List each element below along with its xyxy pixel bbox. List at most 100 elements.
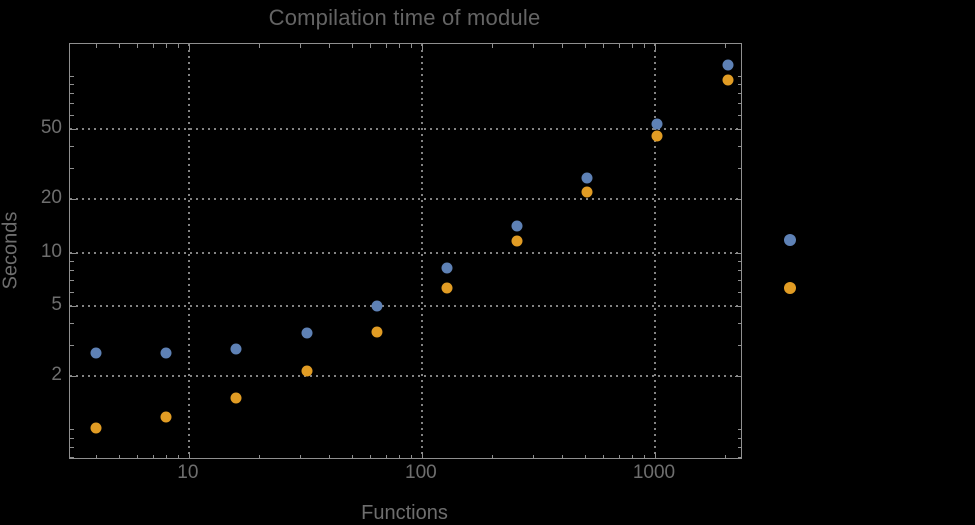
- x-tick: [385, 44, 387, 48]
- x-tick: [492, 44, 494, 48]
- y-gridline: [70, 375, 741, 378]
- y-tick: [70, 103, 74, 105]
- data-point-series-blue: [511, 220, 523, 232]
- data-point-series-blue: [301, 327, 313, 339]
- x-tick: [644, 454, 646, 458]
- data-point-series-blue: [371, 300, 383, 312]
- y-tick: [737, 446, 741, 448]
- x-tick: [421, 44, 423, 50]
- y-tick: [737, 75, 741, 77]
- y-tick: [735, 376, 741, 378]
- y-tick: [735, 305, 741, 307]
- data-point-series-orange: [581, 186, 593, 198]
- y-tick: [70, 322, 74, 324]
- data-point-series-blue: [160, 347, 172, 359]
- x-tick: [725, 44, 727, 48]
- x-tick: [603, 44, 605, 48]
- y-tick: [737, 168, 741, 170]
- y-tick: [70, 456, 74, 458]
- data-point-series-blue: [581, 172, 593, 184]
- data-point-series-orange: [511, 235, 523, 246]
- y-tick: [737, 322, 741, 324]
- x-tick: [632, 44, 634, 48]
- y-tick: [70, 146, 74, 148]
- x-tick: [152, 44, 154, 48]
- y-gridline: [70, 127, 741, 130]
- y-tick: [70, 128, 76, 130]
- y-tick: [737, 429, 741, 431]
- x-tick: [654, 44, 656, 50]
- y-tick: [735, 199, 741, 201]
- data-point-series-blue: [90, 347, 102, 359]
- x-tick: [351, 454, 353, 458]
- data-point-series-blue: [651, 118, 663, 130]
- x-tick: [351, 44, 353, 48]
- y-tick: [737, 437, 741, 439]
- y-tick: [70, 291, 74, 293]
- y-tick-label: 10: [40, 240, 62, 262]
- y-tick-label: 50: [40, 116, 62, 138]
- x-tick: [562, 454, 564, 458]
- y-tick: [70, 75, 74, 77]
- y-tick: [737, 260, 741, 262]
- x-tick: [178, 454, 180, 458]
- x-axis-label: Functions: [361, 502, 448, 524]
- x-tick: [411, 44, 413, 48]
- x-tick: [329, 44, 331, 48]
- x-tick: [725, 454, 727, 458]
- x-gridline: [653, 44, 656, 458]
- x-tick: [603, 454, 605, 458]
- y-tick: [70, 199, 76, 201]
- data-point-series-blue: [441, 262, 453, 274]
- y-tick: [737, 345, 741, 347]
- x-gridline: [187, 44, 190, 458]
- legend-marker: [784, 234, 796, 246]
- x-tick: [188, 44, 190, 50]
- x-tick: [399, 454, 401, 458]
- y-tick: [70, 376, 76, 378]
- y-tick: [70, 114, 74, 116]
- x-tick: [618, 44, 620, 48]
- data-point-series-orange: [230, 392, 242, 404]
- y-tick: [70, 260, 74, 262]
- y-tick: [735, 128, 741, 130]
- x-tick: [654, 452, 656, 458]
- y-tick: [70, 83, 74, 85]
- x-tick: [166, 44, 168, 48]
- y-tick: [70, 92, 74, 94]
- x-tick: [385, 454, 387, 458]
- x-tick: [137, 44, 139, 48]
- y-tick: [70, 168, 74, 170]
- chart-title: Compilation time of module: [268, 5, 541, 30]
- x-tick: [300, 44, 302, 48]
- x-gridline: [420, 44, 423, 458]
- x-tick: [329, 454, 331, 458]
- x-tick: [421, 452, 423, 458]
- data-point-series-orange: [371, 326, 383, 338]
- y-tick: [735, 252, 741, 254]
- data-point-series-orange: [651, 130, 663, 142]
- y-tick: [737, 291, 741, 293]
- x-tick: [533, 454, 535, 458]
- y-tick: [70, 345, 74, 347]
- y-tick: [70, 252, 76, 254]
- x-tick: [118, 454, 120, 458]
- y-gridline: [70, 251, 741, 254]
- x-tick: [644, 44, 646, 48]
- y-tick: [737, 456, 741, 458]
- x-tick: [188, 452, 190, 458]
- x-tick: [618, 454, 620, 458]
- x-tick-label: 100: [405, 462, 437, 483]
- x-tick: [137, 454, 139, 458]
- y-tick: [70, 429, 74, 431]
- plot-area: [69, 43, 742, 459]
- x-tick: [492, 454, 494, 458]
- y-tick: [737, 83, 741, 85]
- x-tick-label: 10: [177, 462, 199, 483]
- data-point-series-orange: [160, 411, 172, 423]
- y-tick: [737, 103, 741, 105]
- x-tick: [166, 454, 168, 458]
- y-tick: [737, 269, 741, 271]
- y-tick-label: 2: [51, 364, 62, 386]
